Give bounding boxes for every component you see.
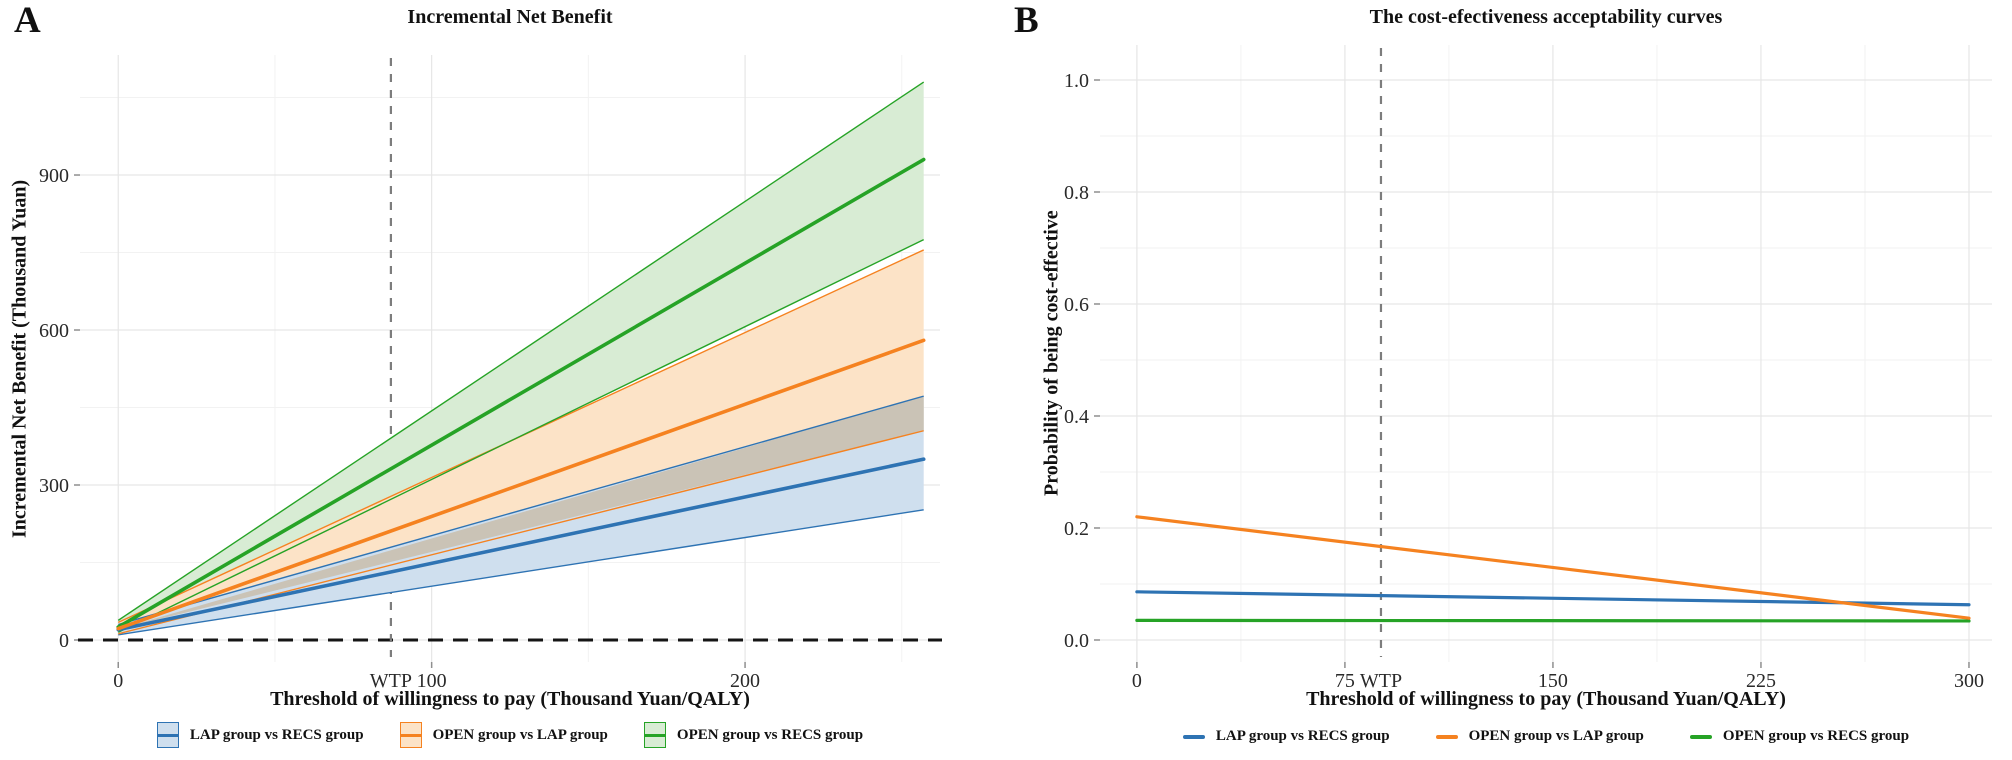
x-tick-label: 75 (1335, 670, 1355, 692)
panel-b-y-axis-title: Probability of being cost-effective (1040, 210, 1063, 497)
panel-b-x-axis-title: Threshold of willingness to pay (Thousan… (1306, 688, 1786, 710)
panel-a-title: Incremental Net Benefit (407, 6, 613, 28)
confidence-band (118, 82, 924, 633)
legend-item: OPEN group vs RECS group (643, 722, 864, 748)
legend-label: OPEN group vs LAP group (1468, 728, 1644, 744)
legend-label: OPEN group vs RECS group (676, 726, 864, 743)
panel-a-letter: A (14, 0, 41, 41)
y-tick-label: 0.0 (1064, 630, 1089, 652)
legend-line-key-icon (1182, 734, 1205, 739)
band-overlap-region (118, 396, 924, 630)
legend-label: OPEN group vs LAP group (432, 726, 608, 743)
band-lower-edge (118, 509, 924, 636)
y-tick-label: 0 (59, 630, 69, 652)
y-tick-label: 900 (39, 165, 69, 187)
legend-item: OPEN group vs LAP group (399, 722, 608, 748)
panel-a-y-axis-title: Incremental Net Benefit (Thousand Yuan) (8, 179, 31, 538)
band-upper-edge (117, 81, 925, 621)
y-tick-label: 0.8 (1064, 182, 1089, 204)
legend-line-key-icon (1435, 734, 1458, 739)
legend-label: OPEN group vs RECS group (1722, 728, 1910, 744)
x-tick-label: 200 (730, 670, 760, 692)
y-tick-label: 0.2 (1064, 518, 1089, 540)
series-line-1 (116, 457, 926, 632)
y-tick-label: 600 (39, 320, 69, 342)
wtp-label: WTP (370, 670, 412, 692)
panel-b-title: The cost-efectiveness acceptability curv… (1369, 6, 1723, 28)
legend-item: LAP group vs RECS group (156, 722, 364, 748)
x-tick-label: 150 (1538, 670, 1568, 692)
legend-line-key-icon (1689, 734, 1712, 739)
panel-a-legend: LAP group vs RECS group OPEN group vs LAP… (80, 722, 940, 748)
legend-label: LAP group vs RECS group (1215, 728, 1390, 744)
legend-item: LAP group vs RECS group (1182, 728, 1390, 745)
y-tick-label: 300 (39, 475, 69, 497)
panel-b-letter: B (1014, 0, 1039, 41)
panel-b-legend: LAP group vs RECS group OPEN group vs LAP… (1100, 728, 1992, 745)
panel-a-x-axis-title: Threshold of willingness to pay (Thousan… (270, 688, 750, 710)
legend-ribbon-key-icon (643, 722, 666, 748)
x-tick-label: 100 (417, 670, 447, 692)
series-line-3 (1135, 618, 1971, 623)
series-line-2 (1135, 515, 1971, 620)
legend-label: LAP group vs RECS group (189, 726, 364, 743)
y-tick-label: 1.0 (1064, 70, 1089, 92)
legend-item: OPEN group vs LAP group (1435, 728, 1644, 745)
y-tick-label: 0.6 (1064, 294, 1089, 316)
confidence-band (118, 249, 924, 634)
x-tick-label: 0 (1132, 670, 1142, 692)
legend-item: OPEN group vs RECS group (1689, 728, 1910, 745)
x-tick-label: 225 (1746, 670, 1776, 692)
series-line-2 (116, 338, 926, 631)
legend-ribbon-key-icon (156, 722, 179, 748)
band-upper-edge (118, 395, 924, 626)
series-line-3 (116, 157, 926, 629)
legend-ribbon-key-icon (399, 722, 422, 748)
wtp-label: WTP (1360, 670, 1402, 692)
band-lower-edge (117, 238, 925, 633)
x-tick-label: 0 (113, 670, 123, 692)
x-tick-label: 300 (1954, 670, 1984, 692)
y-tick-label: 0.4 (1064, 406, 1089, 428)
